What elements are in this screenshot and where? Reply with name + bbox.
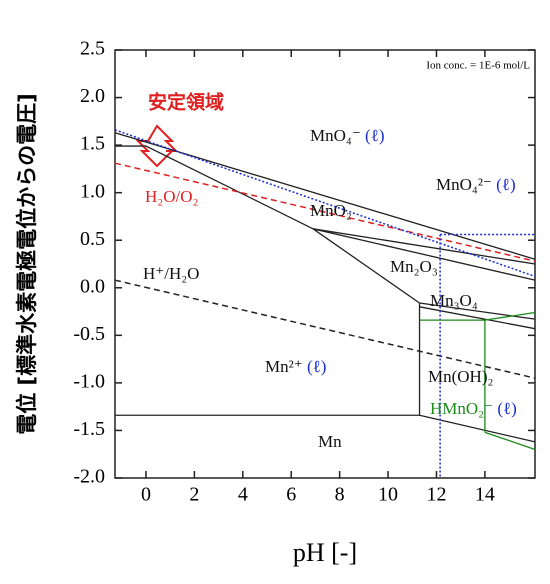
region-name: MnO₂ [310,201,352,220]
y-tick-label: -2.0 [73,466,105,488]
y-axis-label: 電位 [標準水素電極電位からの電圧] [15,93,39,435]
x-tick-label: 6 [286,484,296,506]
x-tick-label: 4 [238,484,248,506]
x-axis-label: pH [-] [293,538,357,567]
boundary-line [419,414,536,443]
region-name: Mn²⁺ [265,357,303,376]
boundary-line [484,431,536,451]
x-tick-label: 14 [475,484,495,506]
region-label: Mn₂O₃ [390,257,438,276]
region-name: HMnO₂⁻ [430,399,493,418]
region-state: (ℓ) [365,126,384,145]
region-label: MnO₄²⁻ (ℓ) [436,175,516,194]
region-state: (ℓ) [307,357,326,376]
region-label: Mn₃O₄ [430,291,478,310]
region-name: Mn₂O₃ [390,257,438,276]
region-label: Mn²⁺ (ℓ) [265,357,326,376]
x-tick-label: 0 [141,484,151,506]
region-label: MnO₂ [310,201,352,220]
y-tick-label: -1.5 [73,418,105,440]
region-name: MnO₄⁻ [310,126,361,145]
y-tick-label: 2.5 [80,38,105,60]
boundary-line [312,228,536,281]
region-name: H⁺/H₂O [143,264,199,283]
y-tick-label: 0.0 [80,275,105,297]
region-name: Mn [318,432,342,451]
boundary-line [114,279,536,379]
region-label: Mn [318,432,342,451]
boundary-line [114,162,536,262]
boundary-line [419,302,536,320]
region-label: Mn(OH)₂ [428,367,493,386]
y-tick-label: 0.5 [80,228,105,250]
region-label: HMnO₂⁻ (ℓ) [430,399,517,418]
x-tick-label: 8 [335,484,345,506]
boundary-line [312,228,536,265]
region-name: Mn(OH)₂ [428,367,493,386]
y-tick-label: 1.5 [80,133,105,155]
x-tick-label: 10 [378,484,398,506]
stable-label: 安定領域 [148,91,224,114]
boundary-line [419,306,536,330]
region-name: H₂O/O₂ [145,187,198,206]
y-tick-label: -1.0 [73,370,105,392]
region-name: MnO₄²⁻ [436,175,492,194]
region-label: H⁺/H₂O [143,264,199,283]
note: Ion conc. = 1E-6 mol/L [426,60,530,72]
region-name: Mn₃O₄ [430,291,478,310]
x-tick-label: 12 [426,484,446,506]
y-tick-label: -0.5 [73,323,105,345]
region-label: H₂O/O₂ [145,187,198,206]
boundary-line [312,228,420,304]
boundary-line [115,145,314,230]
stable-arrow [135,124,179,168]
x-tick-label: 2 [189,484,199,506]
y-tick-label: 2.0 [80,85,105,107]
region-label: MnO₄⁻ (ℓ) [310,126,385,145]
region-state: (ℓ) [496,175,515,194]
y-tick-label: 1.0 [80,180,105,202]
region-state: (ℓ) [497,399,516,418]
